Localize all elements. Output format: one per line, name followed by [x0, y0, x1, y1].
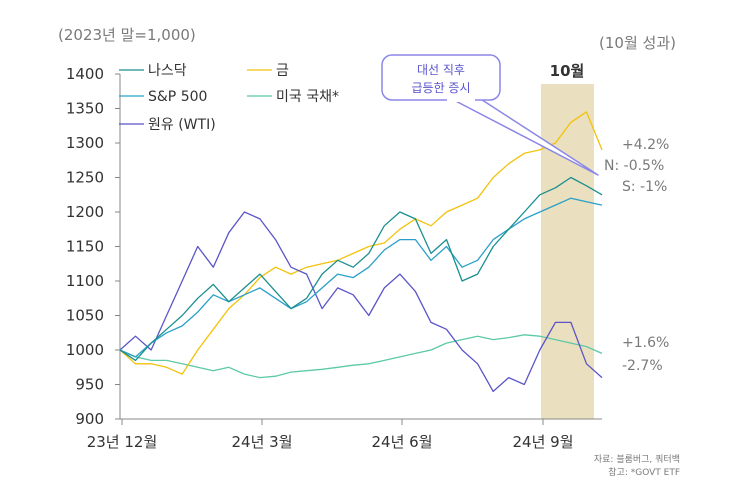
perf-sp500: S: -1% [622, 179, 667, 195]
x-axis: 23년 12월 24년 3월 24년 6월 24년 9월 [87, 418, 602, 451]
legend: 나스닥 금 S&P 500 미국 국채* 원유 (WTI) [119, 63, 339, 133]
x-tick-label: 24년 9월 [513, 433, 574, 451]
series-sp500 [119, 197, 603, 358]
perf-nasdaq: N: -0.5% [604, 158, 664, 174]
series-oil [119, 211, 603, 393]
october-label: 10월 [550, 62, 585, 80]
callout-joint [447, 94, 475, 102]
perf-oil: -2.7% [622, 358, 663, 374]
y-tick-label: 1350 [66, 100, 104, 118]
x-tick-label: 24년 3월 [232, 433, 293, 451]
y-tick-label: 1400 [66, 65, 104, 83]
source-line1: 자료: 블룸버그, 쿼터백 [594, 454, 680, 465]
legend-label-sp500: S&P 500 [148, 89, 207, 105]
legend-label-treasury: 미국 국채* [276, 89, 339, 105]
perf-treasury: +1.6% [622, 335, 669, 351]
x-tick-label: 24년 6월 [372, 433, 433, 451]
legend-label-nasdaq: 나스닥 [148, 63, 187, 79]
chart-subtitle: (2023년 말=1,000) [58, 26, 196, 44]
series-lines [119, 111, 603, 393]
y-tick-label: 1150 [66, 238, 104, 256]
october-highlight-band [541, 84, 594, 419]
y-tick-label: 1000 [66, 341, 104, 359]
y-tick-label: 1250 [66, 169, 104, 187]
y-tick-label: 1100 [66, 272, 104, 290]
callout-box [381, 54, 501, 101]
y-tick-label: 900 [75, 410, 104, 428]
callout-line2: 급등한 증시 [411, 81, 470, 95]
y-tick-label: 1200 [66, 203, 104, 221]
callout: 대선 직후 급등한 증시 [381, 54, 599, 176]
callout-line1: 대선 직후 [417, 63, 465, 77]
source-line2: 참고: *GOVT ETF [608, 467, 680, 478]
perf-gold: +4.2% [622, 137, 669, 153]
series-treasury [119, 334, 603, 379]
x-tick-label: 23년 12월 [87, 433, 158, 451]
series-nasdaq [119, 176, 603, 362]
legend-label-oil: 원유 (WTI) [148, 117, 216, 133]
y-tick-label: 1050 [66, 307, 104, 325]
legend-label-gold: 금 [276, 63, 289, 79]
y-axis: 900 950 1000 1050 1100 1150 1200 1250 1300 1350 14… [66, 65, 121, 428]
y-tick-label: 950 [75, 376, 104, 394]
y-tick-label: 1300 [66, 134, 104, 152]
series-gold [119, 111, 603, 375]
period-label: (10월 성과) [599, 34, 676, 52]
